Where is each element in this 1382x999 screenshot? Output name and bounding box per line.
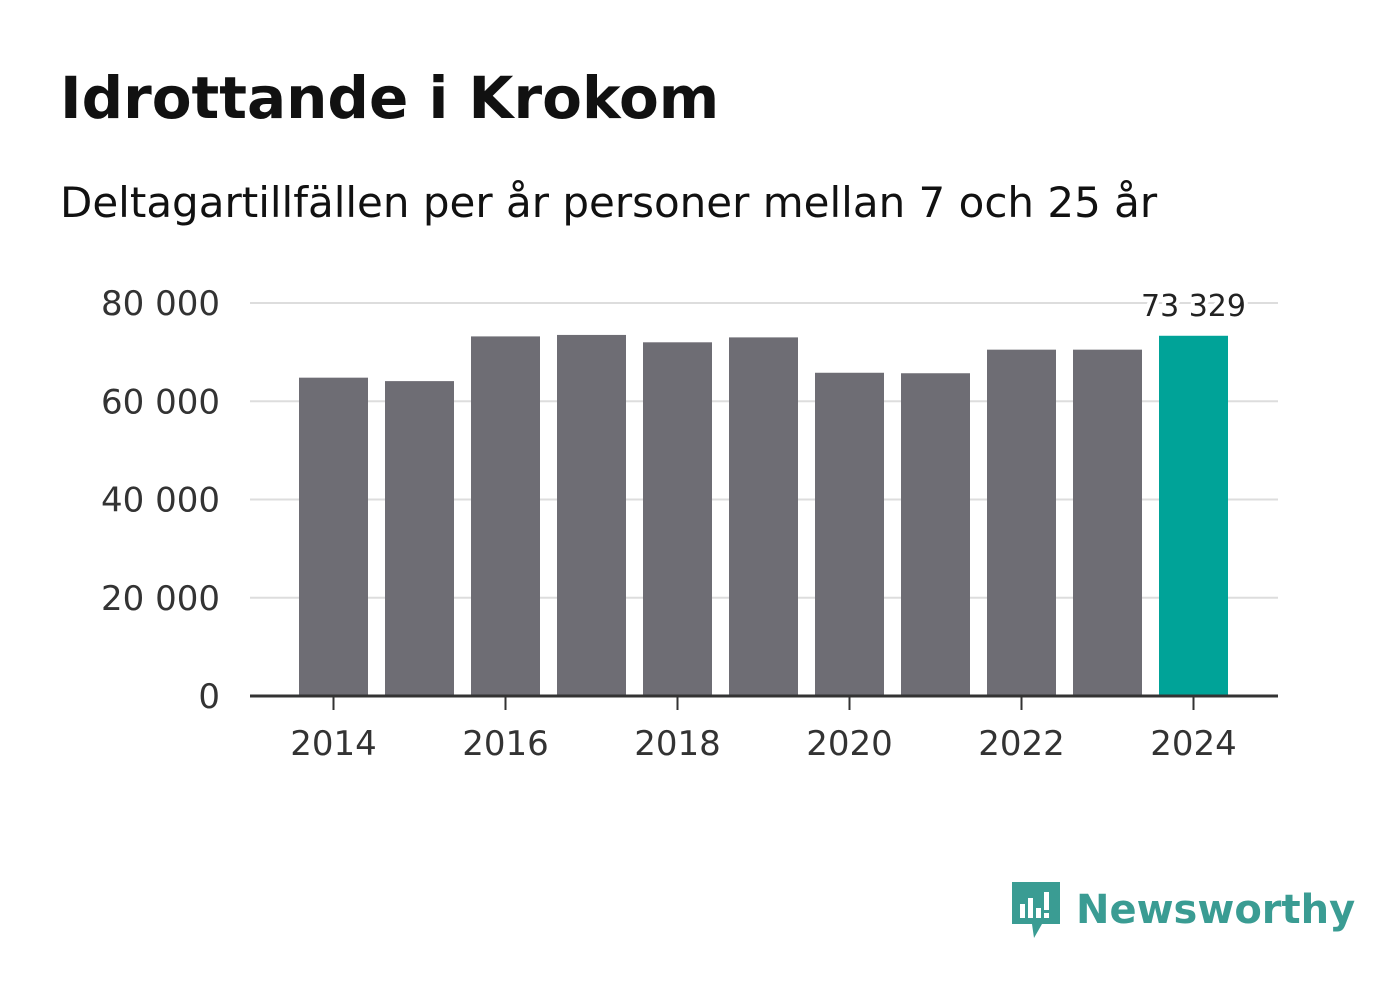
bar [643,342,712,696]
bar [299,377,368,696]
bar [1073,349,1142,696]
bars [299,334,1228,696]
y-tick-label: 60 000 [101,382,220,422]
axes [250,694,1278,710]
y-tick-label: 80 000 [101,284,220,324]
data-label: 73 329 [1141,289,1246,324]
bar [815,372,884,696]
x-tick-label: 2020 [806,724,893,764]
x-tick-label: 2016 [462,724,549,764]
y-tick-label: 20 000 [101,579,220,619]
x-tick-label: 2024 [1150,724,1237,764]
bar [987,349,1056,696]
bar [901,373,970,696]
data-label-halo: 73 329 [1141,289,1246,324]
y-tick-label: 40 000 [101,481,220,521]
newsworthy-brand: Newsworthy [1010,878,1355,942]
bar-highlight [1159,335,1228,696]
chart-title: Idrottande i Krokom [60,64,720,132]
newsworthy-logo-icon [1012,882,1060,938]
bar [729,337,798,696]
bar [385,381,454,696]
x-tick-label: 2018 [634,724,721,764]
labels: 0 20 000 40 000 60 000 80 000 2014 2016 2018 202… [101,284,1250,764]
bar [471,336,540,696]
x-tick-label: 2014 [290,724,377,764]
x-tick-label: 2022 [978,724,1065,764]
y-tick-label: 0 [198,677,220,717]
chart-subtitle: Deltagartillfällen per år personer mella… [60,178,1158,227]
brand-name: Newsworthy [1076,887,1356,933]
bar [557,334,626,696]
